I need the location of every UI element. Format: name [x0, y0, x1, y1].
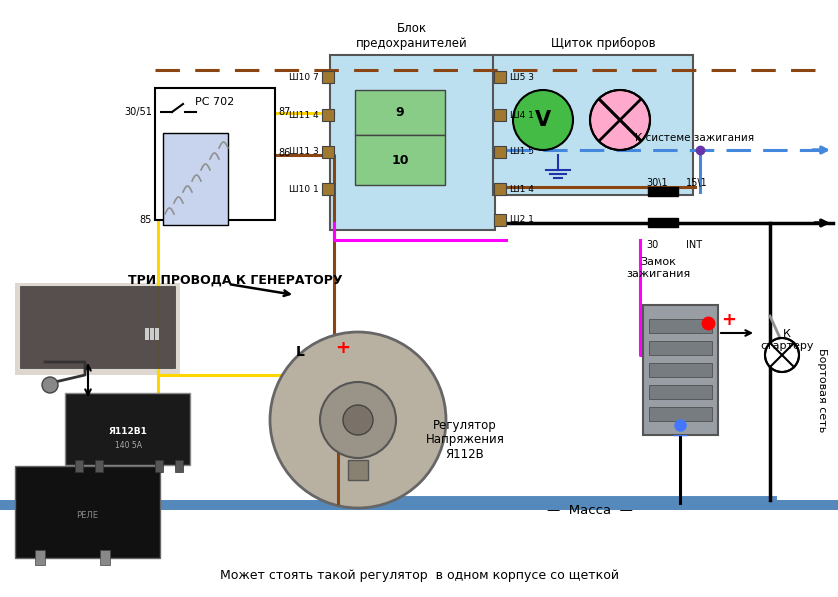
Bar	[175, 460, 183, 472]
Text: РЕЛЕ: РЕЛЕ	[76, 510, 98, 519]
Text: Ш10 7: Ш10 7	[289, 72, 319, 82]
Text: Ш5 3: Ш5 3	[510, 72, 534, 82]
Text: L: L	[296, 345, 304, 359]
Bar	[330, 55, 495, 230]
Text: 140 5A: 140 5A	[115, 441, 142, 450]
Circle shape	[320, 382, 396, 458]
Text: Ш11 3: Ш11 3	[289, 147, 319, 156]
Circle shape	[42, 377, 58, 393]
Bar	[20, 286, 175, 368]
Text: 87: 87	[278, 107, 291, 117]
Text: +: +	[721, 311, 736, 329]
Text: 30/51: 30/51	[124, 107, 152, 117]
Bar	[494, 214, 506, 226]
Bar	[355, 90, 445, 135]
Bar	[163, 133, 228, 225]
Circle shape	[513, 90, 573, 150]
Bar	[649, 385, 712, 399]
Text: 85: 85	[140, 215, 152, 225]
Bar	[65, 393, 190, 465]
Bar	[649, 363, 712, 377]
Text: INT: INT	[686, 240, 702, 250]
Bar	[322, 71, 334, 83]
Bar	[100, 550, 110, 565]
Text: К системе зажигания: К системе зажигания	[635, 133, 754, 143]
Bar	[145, 328, 149, 340]
Text: Может стоять такой регулятор  в одном корпусе со щеткой: Может стоять такой регулятор в одном кор…	[220, 568, 618, 581]
Text: Регулятор
Напряжения
Я112В: Регулятор Напряжения Я112В	[426, 418, 504, 461]
Bar	[355, 135, 445, 185]
Bar	[649, 407, 712, 421]
Bar	[493, 55, 693, 195]
Text: —  Масса  —: — Масса —	[547, 503, 633, 516]
Text: РС 702: РС 702	[195, 97, 235, 107]
Circle shape	[765, 338, 799, 372]
Bar	[35, 550, 45, 565]
Bar	[322, 109, 334, 121]
Circle shape	[590, 90, 650, 150]
Text: Ш11 4: Ш11 4	[289, 110, 319, 119]
Bar	[155, 88, 275, 220]
Bar	[322, 146, 334, 158]
Text: Ш1 4: Ш1 4	[510, 184, 534, 193]
Text: Я112В1: Я112В1	[109, 427, 147, 436]
Bar	[150, 328, 154, 340]
Bar	[494, 183, 506, 195]
Bar	[95, 460, 103, 472]
Text: 10: 10	[391, 153, 409, 167]
Text: 86: 86	[278, 148, 290, 158]
Bar	[494, 146, 506, 158]
Text: Ш2 1: Ш2 1	[510, 216, 534, 224]
Bar	[322, 183, 334, 195]
Bar	[643, 305, 718, 435]
Bar	[0, 500, 838, 510]
Text: Бортовая сеть: Бортовая сеть	[817, 348, 827, 432]
Text: 15\1: 15\1	[686, 178, 708, 188]
Bar	[648, 187, 678, 196]
Text: —: —	[672, 428, 688, 443]
Text: Ш10 1: Ш10 1	[289, 184, 319, 193]
Text: +: +	[335, 339, 350, 357]
Text: ТРИ ПРОВОДА К ГЕНЕРАТОРУ: ТРИ ПРОВОДА К ГЕНЕРАТОРУ	[128, 273, 343, 287]
Bar	[494, 71, 506, 83]
Text: Замок
зажигания: Замок зажигания	[626, 257, 691, 279]
Bar	[75, 460, 83, 472]
Circle shape	[343, 405, 373, 435]
Text: 30\1: 30\1	[646, 178, 668, 188]
Bar	[648, 218, 678, 227]
Circle shape	[270, 332, 446, 508]
Text: Ш1 5: Ш1 5	[510, 147, 534, 156]
Bar	[348, 460, 368, 480]
Text: Блок
предохранителей: Блок предохранителей	[356, 22, 468, 50]
Bar	[649, 341, 712, 355]
Text: Щиток приборов: Щиток приборов	[551, 37, 655, 50]
Text: К
стартеру: К стартеру	[760, 329, 814, 351]
Bar	[15, 283, 180, 375]
Text: 30: 30	[646, 240, 659, 250]
Bar	[494, 109, 506, 121]
Bar	[649, 319, 712, 333]
Bar	[155, 460, 163, 472]
Bar	[155, 328, 159, 340]
Text: Ш4 1: Ш4 1	[510, 110, 534, 119]
Bar	[15, 466, 160, 558]
Text: V: V	[535, 110, 551, 130]
Text: 9: 9	[396, 106, 404, 118]
